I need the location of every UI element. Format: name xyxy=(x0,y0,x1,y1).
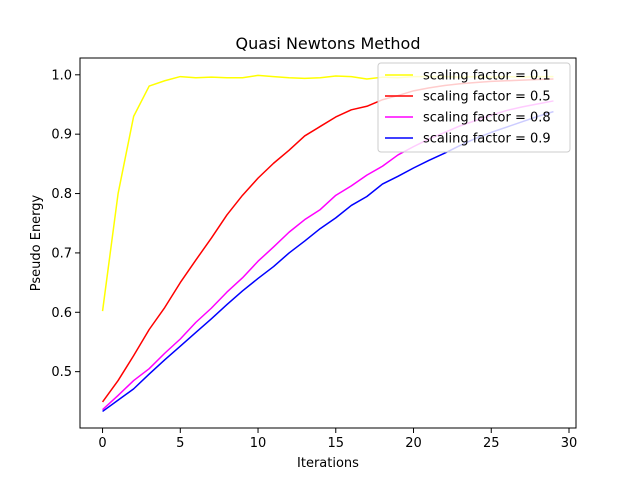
y-tick-label: 1.0 xyxy=(51,68,72,83)
x-axis: 0 5 10 15 20 25 30 xyxy=(98,428,577,451)
legend-label-2: scaling factor = 0.5 xyxy=(423,90,551,105)
y-axis-label: Pseudo Energy xyxy=(29,194,44,291)
x-tick-label: 15 xyxy=(328,436,345,451)
y-tick-label: 0.8 xyxy=(51,187,72,202)
x-tick-label: 5 xyxy=(176,436,184,451)
legend-label-1: scaling factor = 0.1 xyxy=(423,69,551,84)
x-tick-label: 0 xyxy=(98,436,106,451)
y-tick-label: 0.5 xyxy=(51,365,72,380)
x-tick-label: 25 xyxy=(483,436,500,451)
legend-label-4: scaling factor = 0.9 xyxy=(423,132,551,147)
series-line-4 xyxy=(102,110,554,413)
chart-title: Quasi Newtons Method xyxy=(236,34,421,53)
legend-label-3: scaling factor = 0.8 xyxy=(423,111,551,126)
legend: scaling factor = 0.1 scaling factor = 0.5… xyxy=(377,62,571,153)
y-tick-label: 0.7 xyxy=(51,246,72,261)
x-tick-label: 10 xyxy=(250,436,267,451)
x-tick-label: 30 xyxy=(561,436,578,451)
y-tick-label: 0.9 xyxy=(51,128,72,143)
y-axis: 0.5 0.6 0.7 0.8 0.9 1.0 xyxy=(51,68,80,380)
legend-box xyxy=(377,62,571,153)
x-tick-label: 20 xyxy=(405,436,422,451)
x-axis-label: Iterations xyxy=(297,456,359,471)
plot-area-frame xyxy=(79,57,577,429)
y-tick-label: 0.6 xyxy=(51,306,72,321)
